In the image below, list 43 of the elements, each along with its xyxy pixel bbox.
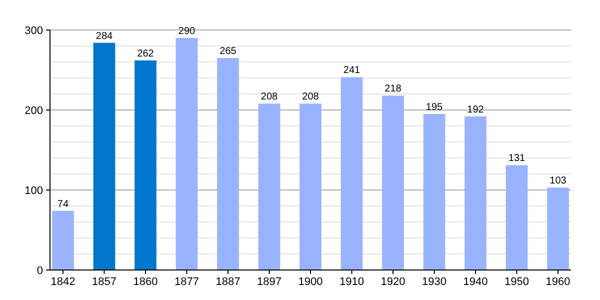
x-tick-label: 1897: [257, 276, 282, 288]
bar: [134, 60, 156, 270]
bar: [52, 210, 74, 270]
bar: [506, 165, 528, 270]
data-label: 241: [343, 65, 361, 76]
data-label: 284: [96, 30, 114, 42]
x-tick-label: 1887: [216, 276, 240, 288]
data-label: 192: [467, 104, 484, 116]
x-tick-label: 1900: [298, 276, 323, 288]
data-label: 195: [426, 102, 444, 113]
x-tick-label: 1860: [133, 276, 158, 288]
data-label: 208: [260, 92, 278, 103]
bar: [547, 188, 569, 270]
y-tick-label: 100: [24, 184, 43, 197]
bar: [464, 116, 486, 270]
data-label: 290: [178, 26, 196, 37]
bar: [382, 96, 404, 270]
data-label: 265: [220, 46, 237, 57]
x-tick-label: 1960: [546, 276, 570, 288]
bar: [258, 104, 280, 270]
y-tick-label: 200: [24, 104, 43, 117]
x-tick-label: 1877: [174, 276, 199, 288]
bar: [176, 38, 198, 270]
bar: [93, 42, 116, 270]
x-tick-label: 1920: [380, 276, 406, 288]
bar: [217, 58, 239, 270]
data-label: 208: [302, 92, 320, 103]
y-tick-label: 300: [24, 24, 43, 37]
bar: [340, 77, 363, 270]
x-tick-label: 1842: [50, 276, 76, 288]
bar: [423, 114, 446, 270]
data-label: 103: [550, 176, 567, 187]
x-tick-label: 1940: [463, 276, 488, 288]
x-tick-label: 1910: [340, 276, 364, 288]
bar: [300, 104, 322, 270]
x-tick-label: 1857: [92, 276, 116, 288]
data-label: 131: [508, 153, 526, 164]
data-label: 262: [137, 48, 154, 60]
x-tick-label: 1950: [504, 276, 529, 288]
data-label: 74: [57, 198, 69, 210]
data-label: 218: [384, 84, 402, 95]
x-tick-label: 1930: [422, 276, 446, 288]
y-tick-label: 0: [36, 264, 43, 277]
